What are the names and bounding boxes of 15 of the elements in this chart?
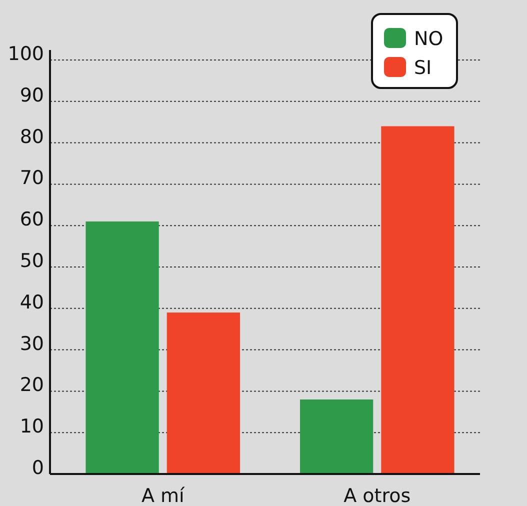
- x-tick-label: A otros: [344, 485, 411, 506]
- y-tick-label: 60: [20, 208, 44, 231]
- y-tick-label: 70: [20, 167, 44, 190]
- y-tick-label: 40: [20, 291, 44, 314]
- y-tick-label: 20: [20, 374, 44, 396]
- legend-label: NO: [414, 28, 444, 50]
- x-tick-label: A mí: [141, 485, 185, 506]
- y-tick-label: 10: [20, 416, 44, 438]
- y-tick-label: 50: [20, 250, 44, 272]
- y-tick-label: 30: [20, 332, 44, 355]
- y-tick-label: 100: [8, 43, 44, 65]
- y-tick-label: 90: [20, 84, 44, 106]
- y-tick-label: 0: [32, 457, 44, 479]
- y-tick-label: 80: [20, 126, 44, 148]
- legend-label: SI: [414, 57, 432, 79]
